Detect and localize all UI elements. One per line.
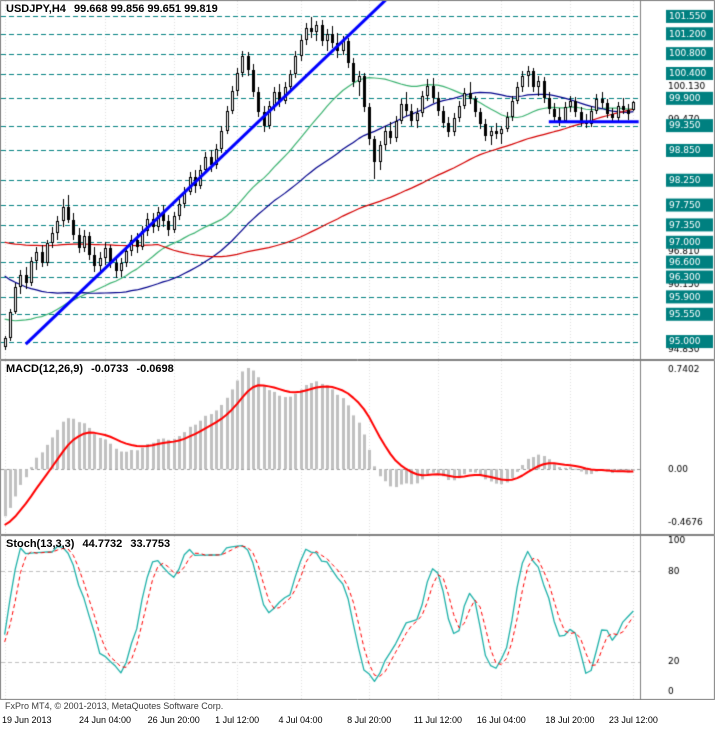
time-axis[interactable]: FxPro MT4, © 2001-2013, MetaQuotes Softw… [0, 700, 715, 730]
time-label: 8 Jul 20:00 [347, 715, 392, 725]
time-label: 4 Jul 04:00 [278, 715, 323, 725]
symbol-period-label: USDJPY,H4 [6, 3, 66, 15]
stoch-main-value: 44.7732 [82, 538, 123, 550]
macd-signal-value: -0.0698 [136, 363, 174, 375]
stoch-signal-value: 33.7753 [130, 538, 171, 550]
stoch-name-label: Stoch(13,3,3) [6, 538, 75, 550]
chart-title: USDJPY,H4 99.668 99.856 99.651 99.819 [6, 3, 223, 15]
macd-indicator-panel: MACD(12,26,9) -0.0733 -0.0698 [0, 360, 715, 535]
macd-title: MACD(12,26,9) -0.0733 -0.0698 [6, 363, 179, 375]
macd-main-value: -0.0733 [91, 363, 129, 375]
stochastic-chart-canvas[interactable] [0, 535, 715, 700]
time-axis-labels: 19 Jun 2013 24 Jun 04:00 26 Jun 20:00 1 Jul… [0, 715, 715, 729]
time-label: 23 Jul 12:00 [608, 715, 658, 725]
time-label: 18 Jul 20:00 [545, 715, 595, 725]
time-label: 26 Jun 20:00 [147, 715, 200, 725]
copyright-label: FxPro MT4, © 2001-2013, MetaQuotes Softw… [5, 701, 224, 711]
price-chart-canvas[interactable] [0, 0, 715, 360]
time-label: 19 Jun 2013 [2, 715, 52, 725]
time-label: 16 Jul 04:00 [476, 715, 526, 725]
time-label: 1 Jul 12:00 [215, 715, 260, 725]
macd-chart-canvas[interactable] [0, 360, 715, 535]
macd-name-label: MACD(12,26,9) [6, 363, 84, 375]
ohlc-values: 99.668 99.856 99.651 99.819 [73, 3, 218, 15]
time-label: 11 Jul 12:00 [413, 715, 463, 725]
stochastic-title: Stoch(13,3,3) 44.7732 33.7753 [6, 538, 175, 550]
time-label: 24 Jun 04:00 [78, 715, 132, 725]
stochastic-indicator-panel: Stoch(13,3,3) 44.7732 33.7753 [0, 535, 715, 700]
price-chart-panel: USDJPY,H4 99.668 99.856 99.651 99.819 [0, 0, 715, 360]
